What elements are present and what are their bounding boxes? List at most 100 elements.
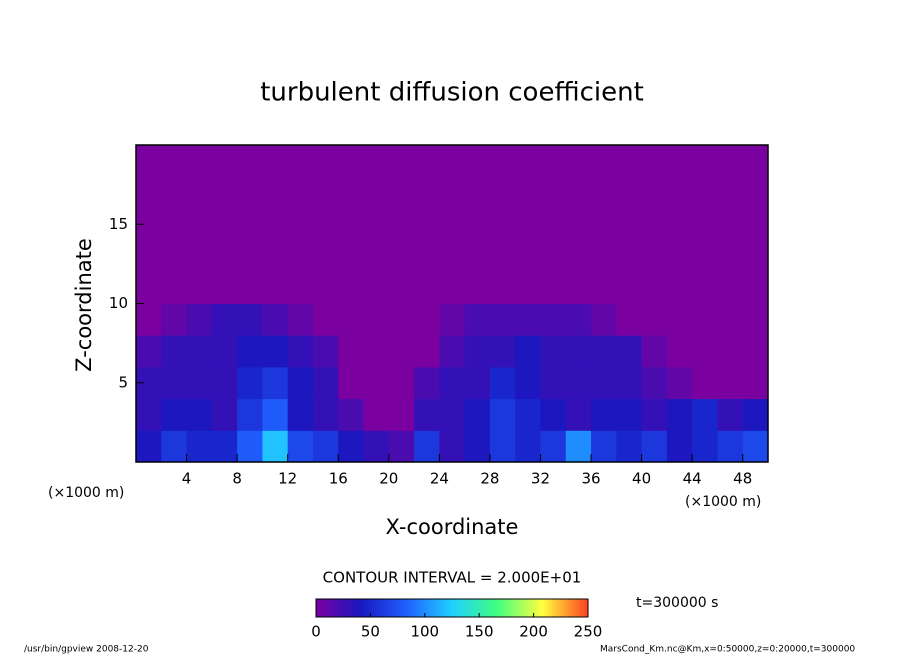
heat-cell xyxy=(666,303,693,336)
heat-cell xyxy=(742,398,769,431)
heat-cell xyxy=(591,303,617,336)
heat-cell xyxy=(717,176,744,209)
heat-cell xyxy=(186,271,213,304)
heat-cell xyxy=(489,335,516,368)
heat-cell xyxy=(464,176,491,209)
heat-cell xyxy=(439,271,466,304)
y-tick-label: 5 xyxy=(118,373,128,391)
heat-cell xyxy=(464,398,491,431)
heat-cell xyxy=(363,176,390,209)
heat-cell xyxy=(616,366,643,400)
colorbar-tick-label: 50 xyxy=(361,623,380,641)
heat-cell xyxy=(666,208,693,241)
heat-cell xyxy=(388,240,415,273)
heat-cell xyxy=(464,208,491,241)
heat-cell xyxy=(338,271,365,304)
heat-cell xyxy=(540,145,567,178)
heat-cell xyxy=(161,398,188,431)
heat-cell xyxy=(540,366,567,400)
heat-cell xyxy=(692,176,718,209)
heat-cell xyxy=(742,208,769,241)
heat-cell xyxy=(312,145,339,178)
heat-cell xyxy=(161,208,188,241)
heat-cell xyxy=(161,366,188,400)
heat-cell xyxy=(591,398,617,431)
heat-cell xyxy=(489,366,516,400)
heat-cell xyxy=(489,303,516,336)
heat-cell xyxy=(489,145,516,178)
heat-cell xyxy=(591,176,617,209)
heat-cell xyxy=(641,176,668,209)
heat-cell xyxy=(515,145,541,178)
heat-cell xyxy=(262,430,289,463)
heat-cell xyxy=(565,398,592,431)
heat-cell xyxy=(692,208,718,241)
heat-cell xyxy=(338,335,365,368)
heat-cell xyxy=(515,176,541,209)
heat-cell xyxy=(515,303,541,336)
heat-cell xyxy=(161,240,188,273)
heat-cell xyxy=(388,366,415,400)
heat-cell xyxy=(237,335,263,368)
heat-cell xyxy=(312,335,339,368)
heat-cell xyxy=(186,335,213,368)
heat-cell xyxy=(161,430,188,463)
heat-cell xyxy=(666,240,693,273)
heat-cell xyxy=(262,176,289,209)
heat-cell xyxy=(692,145,718,178)
heat-cell xyxy=(262,335,289,368)
heat-cell xyxy=(211,430,238,463)
heat-cell xyxy=(641,271,668,304)
heat-cell xyxy=(439,303,466,336)
heat-cell xyxy=(136,335,162,368)
heat-cell xyxy=(338,145,365,178)
heat-cell xyxy=(287,145,314,178)
heat-cell xyxy=(363,430,390,463)
heat-cell xyxy=(641,335,668,368)
heat-cell xyxy=(742,335,769,368)
heat-cell xyxy=(742,430,769,463)
heat-cell xyxy=(591,271,617,304)
heat-cell xyxy=(464,335,491,368)
heat-cell xyxy=(388,335,415,368)
heat-cell xyxy=(388,208,415,241)
heat-cell xyxy=(262,303,289,336)
heat-cell xyxy=(717,303,744,336)
heat-cell xyxy=(363,208,390,241)
y-tick-label: 10 xyxy=(109,294,128,312)
heat-cell xyxy=(211,271,238,304)
heat-cell xyxy=(312,430,339,463)
heat-cell xyxy=(489,430,516,463)
footer-left: /usr/bin/gpview 2008-12-20 xyxy=(24,645,149,654)
heat-cell xyxy=(540,430,567,463)
heat-cell xyxy=(540,240,567,273)
heat-cell xyxy=(186,398,213,431)
heat-cell xyxy=(262,398,289,431)
heat-cell xyxy=(338,208,365,241)
heat-cell xyxy=(414,335,440,368)
heat-cell xyxy=(136,176,162,209)
heat-cell xyxy=(515,271,541,304)
heat-cell xyxy=(464,366,491,400)
heat-cell xyxy=(565,430,592,463)
heat-cell xyxy=(312,208,339,241)
colorbar xyxy=(315,598,589,618)
heat-cell xyxy=(515,335,541,368)
heat-cell xyxy=(186,366,213,400)
heat-cell xyxy=(161,335,188,368)
heat-cell xyxy=(742,145,769,178)
heat-cell xyxy=(312,366,339,400)
heat-cell xyxy=(287,430,314,463)
heat-cell xyxy=(489,398,516,431)
heat-cell xyxy=(692,240,718,273)
heat-cell xyxy=(692,335,718,368)
heat-cell xyxy=(388,430,415,463)
heat-cell xyxy=(666,176,693,209)
heat-cell xyxy=(641,366,668,400)
heat-cell xyxy=(312,398,339,431)
heat-cell xyxy=(464,430,491,463)
heat-cell xyxy=(312,240,339,273)
heat-cell xyxy=(591,240,617,273)
heat-cell xyxy=(237,303,263,336)
